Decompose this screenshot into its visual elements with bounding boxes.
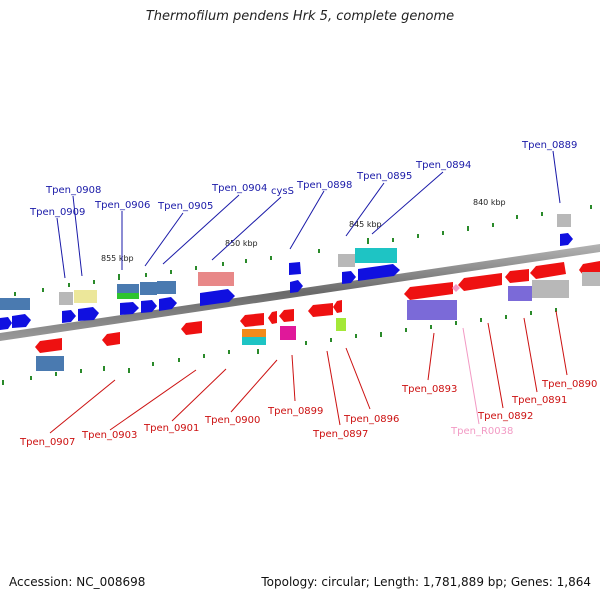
forward-gene-labels: Tpen_0909 Tpen_0908 Tpen_0906 Tpen_0905 … — [29, 140, 577, 218]
feature-box[interactable] — [59, 292, 73, 305]
rna-label[interactable]: Tpen_R0038 — [450, 426, 513, 437]
gene-label[interactable]: Tpen_0891 — [511, 395, 567, 406]
gene-arrow[interactable] — [240, 313, 264, 327]
feature-box[interactable] — [280, 326, 296, 340]
feature-box[interactable] — [242, 337, 266, 345]
gene-label[interactable]: Tpen_0890 — [541, 379, 597, 390]
gene-arrow[interactable] — [289, 262, 301, 275]
feature-box[interactable] — [117, 284, 139, 293]
feature-box[interactable] — [36, 356, 64, 371]
tick-label-850: 850 kbp — [225, 239, 258, 248]
gene-label[interactable]: Tpen_0907 — [19, 437, 75, 448]
feature-box[interactable] — [355, 248, 397, 263]
gene-label[interactable]: Tpen_0897 — [312, 429, 368, 440]
gene-arrow[interactable] — [181, 321, 202, 335]
feature-box[interactable] — [117, 293, 139, 299]
feature-box[interactable] — [508, 286, 532, 301]
gene-arrow[interactable] — [458, 273, 502, 291]
gene-label[interactable]: Tpen_0889 — [521, 140, 577, 151]
gene-label[interactable]: Tpen_0903 — [81, 430, 137, 441]
gene-label[interactable]: Tpen_0900 — [204, 415, 260, 426]
gene-label[interactable]: cysS — [271, 186, 294, 197]
gene-arrow[interactable] — [12, 314, 31, 328]
feature-box[interactable] — [157, 281, 176, 294]
gene-label[interactable]: Tpen_0904 — [211, 183, 267, 194]
gene-label[interactable]: Tpen_0899 — [267, 406, 323, 417]
gene-label[interactable]: Tpen_0892 — [477, 411, 533, 422]
gene-label[interactable]: Tpen_0901 — [143, 423, 199, 434]
gene-arrow[interactable] — [0, 317, 12, 330]
reverse-gene-labels: Tpen_0907 Tpen_0903 Tpen_0901 Tpen_0900 … — [19, 379, 597, 448]
gene-arrow[interactable] — [78, 307, 99, 321]
feature-box[interactable] — [242, 329, 266, 337]
reverse-genes[interactable] — [35, 261, 600, 371]
gene-arrow[interactable] — [308, 303, 333, 317]
feature-box[interactable] — [198, 272, 234, 286]
gene-arrow[interactable] — [404, 282, 453, 300]
gene-arrow[interactable] — [358, 264, 400, 281]
gene-label[interactable]: Tpen_0896 — [343, 414, 399, 425]
gene-arrow[interactable] — [290, 280, 303, 293]
gene-label[interactable]: Tpen_0894 — [415, 160, 471, 171]
feature-box[interactable] — [582, 272, 600, 286]
topology-text: Topology: circular; Length: 1,781,889 bp… — [261, 575, 591, 589]
gene-label[interactable]: Tpen_0898 — [296, 180, 352, 191]
gene-arrow[interactable] — [120, 302, 139, 315]
feature-box[interactable] — [338, 254, 355, 267]
gene-arrow[interactable] — [279, 309, 294, 322]
gene-arrow[interactable] — [530, 262, 566, 279]
rna-arrow[interactable] — [452, 284, 460, 292]
tick-label-845: 845 kbp — [349, 220, 382, 229]
gene-arrow[interactable] — [200, 289, 235, 306]
feature-box[interactable] — [407, 300, 457, 320]
gene-label[interactable]: Tpen_0906 — [94, 200, 150, 211]
gene-label[interactable]: Tpen_0893 — [401, 384, 457, 395]
feature-box[interactable] — [74, 290, 97, 303]
gene-arrow[interactable] — [35, 338, 62, 353]
leader-lines — [49, 150, 568, 434]
feature-box[interactable] — [336, 318, 346, 331]
accession-text: Accession: NC_008698 — [9, 575, 146, 589]
tick-label-840: 840 kbp — [473, 198, 506, 207]
gene-arrow[interactable] — [342, 271, 356, 284]
tick-label-855: 855 kbp — [101, 254, 134, 263]
gene-arrow[interactable] — [333, 300, 342, 313]
gene-label[interactable]: Tpen_0905 — [157, 201, 213, 212]
gene-arrow[interactable] — [102, 332, 120, 346]
gene-arrow[interactable] — [505, 269, 529, 283]
genome-backbone — [0, 244, 600, 341]
feature-box[interactable] — [557, 214, 571, 227]
gene-label[interactable]: Tpen_0909 — [29, 207, 85, 218]
gene-arrow[interactable] — [579, 261, 600, 275]
gene-arrow[interactable] — [268, 311, 277, 324]
gene-arrow[interactable] — [62, 310, 76, 323]
gene-arrow[interactable] — [141, 300, 157, 313]
feature-box[interactable] — [140, 282, 157, 295]
gene-label[interactable]: Tpen_0895 — [356, 171, 412, 182]
gene-label[interactable]: Tpen_0908 — [45, 185, 101, 196]
tick-dots — [2, 205, 592, 385]
map-title: Thermofilum pendens Hrk 5, complete geno… — [145, 9, 455, 24]
feature-box[interactable] — [0, 298, 30, 310]
feature-box[interactable] — [532, 280, 569, 298]
gene-arrow[interactable] — [560, 233, 573, 246]
gene-arrow[interactable] — [159, 297, 177, 311]
forward-genes[interactable] — [0, 214, 573, 330]
